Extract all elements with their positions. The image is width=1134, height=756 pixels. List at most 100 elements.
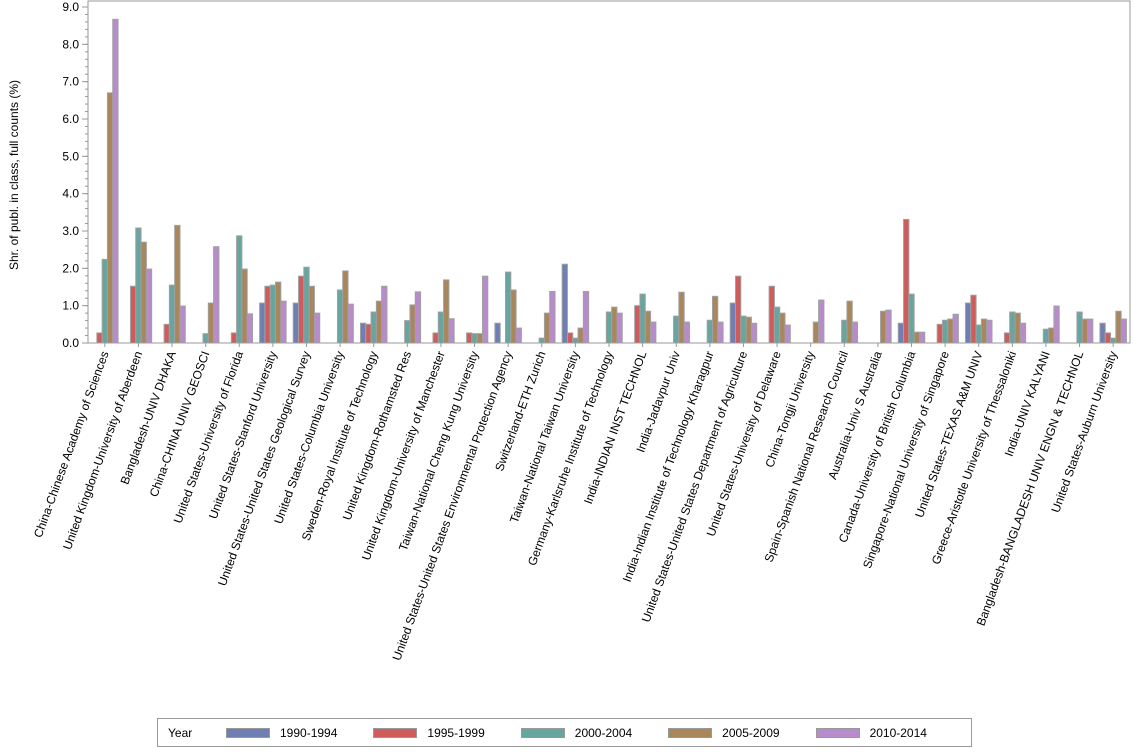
bar-2010-2014 [717, 321, 724, 344]
bar-2000-2004 [404, 320, 411, 344]
bar-2005-2009 [308, 285, 315, 344]
bar-2000-2004 [908, 293, 915, 344]
bar-2005-2009 [409, 304, 416, 344]
bar-1995-1999 [936, 323, 943, 344]
legend-swatch [373, 727, 418, 738]
bar-2010-2014 [616, 312, 623, 344]
bar-2010-2014 [1019, 322, 1027, 344]
bar-2005-2009 [443, 279, 450, 344]
legend-label: 2010-2014 [869, 725, 927, 740]
bar-2000-2004 [572, 337, 579, 344]
bar-2005-2009 [207, 302, 215, 344]
bar-1995-1999 [466, 332, 473, 344]
bar-2010-2014 [818, 299, 825, 344]
legend-swatch [668, 727, 713, 738]
legend-label: 2005-2009 [722, 725, 780, 740]
bar-2005-2009 [611, 306, 618, 344]
bar-1995-1999 [230, 332, 238, 344]
bar-1990-1994 [964, 302, 972, 344]
bar-1995-1999 [903, 218, 910, 344]
y-tick-label: 2.0 [62, 261, 79, 275]
bar-1990-1994 [494, 322, 501, 344]
bar-2005-2009 [1115, 310, 1122, 344]
legend-label: 1995-1999 [427, 725, 485, 740]
bar-2000-2004 [101, 258, 108, 344]
bar-1995-1999 [735, 275, 742, 344]
y-tick-label: 7.0 [62, 75, 79, 89]
legend-title: Year [168, 725, 193, 740]
bar-2005-2009 [174, 224, 181, 344]
legend-item: 2000-2004 [520, 726, 632, 740]
bar-2000-2004 [471, 333, 478, 344]
bar-2000-2004 [236, 235, 243, 344]
bar-2005-2009 [140, 241, 147, 344]
bar-1990-1994 [292, 302, 300, 344]
bar-2010-2014 [986, 319, 993, 344]
bar-2010-2014 [784, 324, 791, 344]
bar-1995-1999 [1104, 332, 1112, 344]
bar-1995-1999 [365, 323, 372, 344]
bar-2005-2009 [913, 331, 920, 344]
bar-1995-1999 [298, 275, 305, 344]
bar-1995-1999 [1003, 332, 1011, 344]
bar-2005-2009 [375, 300, 383, 344]
bar-1995-1999 [634, 305, 641, 344]
bar-chart: 0.01.02.03.04.05.06.07.08.09.0 China-Chi… [7, 0, 1131, 662]
bar-2010-2014 [650, 321, 657, 344]
x-tick-label: United States-Auburn University [1048, 349, 1120, 514]
bar-2000-2004 [740, 315, 747, 344]
bar-2010-2014 [1053, 305, 1060, 344]
bar-2010-2014 [448, 318, 455, 344]
bar-2010-2014 [280, 300, 287, 344]
bar-2000-2004 [1009, 311, 1016, 344]
bar-2005-2009 [846, 300, 853, 344]
bar-2005-2009 [779, 312, 786, 344]
legend-swatch [520, 727, 565, 738]
bar-2000-2004 [168, 284, 176, 344]
bar-2010-2014 [112, 18, 119, 344]
bar-2000-2004 [975, 324, 982, 344]
bar-1995-1999 [264, 285, 271, 344]
bar-2010-2014 [683, 321, 690, 344]
bar-2010-2014 [582, 290, 590, 344]
bar-1990-1994 [259, 302, 266, 344]
bar-2005-2009 [106, 92, 114, 344]
bar-1995-1999 [163, 323, 170, 344]
bar-2010-2014 [381, 285, 388, 344]
legend-label: 1990-1994 [280, 725, 338, 740]
bar-2010-2014 [1087, 318, 1094, 344]
bar-2005-2009 [241, 268, 248, 344]
y-tick-label: 0.0 [62, 336, 79, 350]
bar-2005-2009 [1048, 327, 1055, 344]
legend-swatch [815, 727, 860, 738]
bar-2005-2009 [880, 310, 887, 344]
bar-2010-2014 [1120, 318, 1127, 344]
x-tick-label: India-INDIAN INST TECHNOL [581, 349, 650, 506]
y-tick-label: 3.0 [62, 224, 79, 238]
bar-2000-2004 [605, 311, 613, 344]
bar-2000-2004 [639, 293, 646, 344]
bar-2010-2014 [414, 291, 422, 344]
bar-2000-2004 [841, 319, 848, 344]
legend-item: 2010-2014 [815, 725, 927, 740]
y-tick-label: 6.0 [62, 112, 79, 126]
bar-1995-1999 [96, 332, 103, 344]
bar-2005-2009 [275, 281, 282, 344]
bar-2010-2014 [918, 331, 926, 344]
y-tick-label: 9.0 [62, 0, 79, 14]
bar-2000-2004 [336, 289, 344, 344]
bar-2010-2014 [179, 305, 186, 344]
bar-2005-2009 [510, 289, 517, 344]
bar-1995-1999 [970, 294, 977, 344]
bar-2000-2004 [538, 337, 545, 344]
bar-2005-2009 [543, 312, 551, 344]
bar-2010-2014 [750, 322, 758, 344]
bar-1990-1994 [359, 322, 367, 344]
bar-1990-1994 [897, 322, 905, 344]
bar-2000-2004 [202, 333, 209, 344]
bar-2005-2009 [476, 333, 483, 344]
y-tick-label: 8.0 [62, 37, 79, 51]
bar-2005-2009 [1014, 312, 1021, 344]
plot-area [87, 0, 1131, 344]
bar-1990-1994 [729, 302, 737, 344]
